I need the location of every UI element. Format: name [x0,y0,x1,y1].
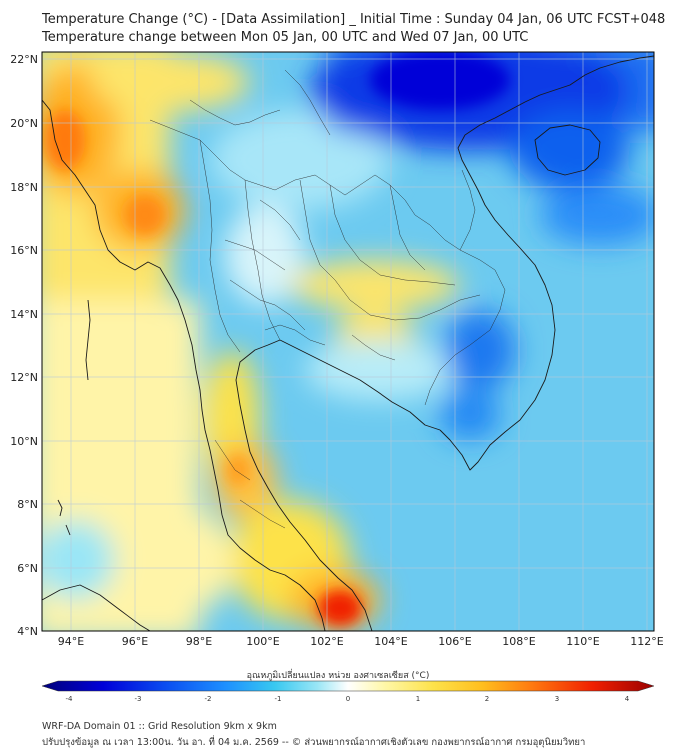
lat-label: 6°N [17,562,38,575]
update-credit: ปรับปรุงข้อมูล ณ เวลา 13:00น. วัน อา. ที… [42,737,586,748]
lat-label: 4°N [17,625,38,638]
lon-label: 98°E [186,635,212,648]
temperature-field [42,52,654,631]
map-title: Temperature Change (°C) - [Data Assimila… [42,12,666,27]
coastlines [42,55,654,631]
map-frame [41,51,655,632]
colorbar-tick: 3 [555,695,559,703]
colorbar-tick: -4 [66,695,74,703]
colorbar-tick: -1 [275,695,282,703]
colorbar [41,680,655,692]
lon-label: 108°E [502,635,535,648]
lat-label: 18°N [10,181,38,194]
lon-label: 112°E [630,635,663,648]
graticule [42,52,654,631]
lat-label: 22°N [10,53,38,66]
model-info: WRF-DA Domain 01 :: Grid Resolution 9km … [42,721,277,732]
lat-label: 14°N [10,308,38,321]
colorbar-tick: 2 [485,695,489,703]
colorbar-label: อุณหภูมิเปลี่ยนแปลง หน่วย องศาเซลเซียส (… [246,671,430,681]
lon-label: 102°E [310,635,343,648]
colorbar-tick: 4 [625,695,630,703]
lon-label: 110°E [566,635,599,648]
map-subtitle: Temperature change between Mon 05 Jan, 0… [42,30,529,45]
lon-label: 104°E [374,635,407,648]
lat-label: 20°N [10,117,38,130]
colorbar-tick: 1 [416,695,420,703]
admin-borders [149,69,506,529]
lat-label: 8°N [17,498,38,511]
colorbar-tick: 0 [346,695,350,703]
lat-label: 10°N [10,435,38,448]
lat-label: 12°N [10,371,38,384]
lon-label: 94°E [58,635,84,648]
lon-label: 96°E [122,635,148,648]
lat-label: 16°N [10,244,38,257]
lon-label: 106°E [438,635,471,648]
colorbar-tick: -3 [135,695,142,703]
colorbar-tick: -2 [205,695,212,703]
lon-label: 100°E [246,635,279,648]
